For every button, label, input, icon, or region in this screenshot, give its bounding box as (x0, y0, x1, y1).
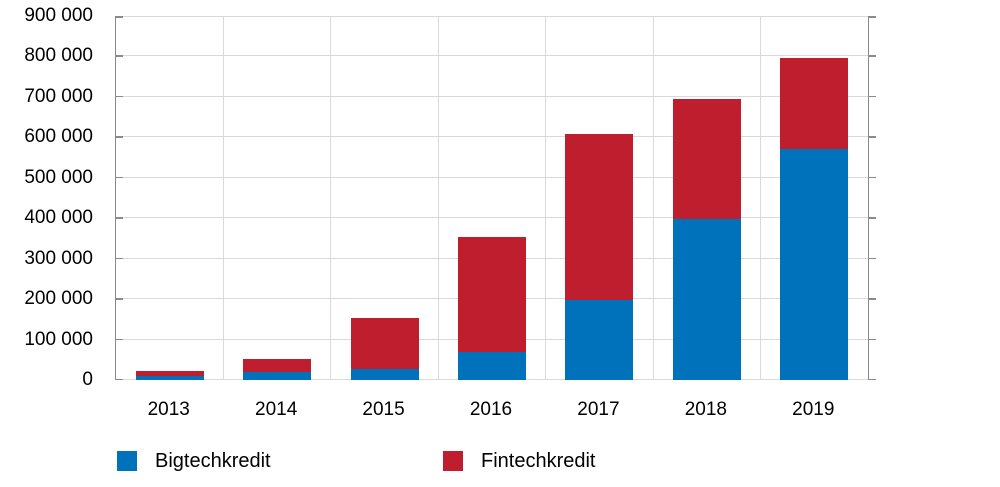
left-tick-800000 (116, 55, 123, 57)
right-tick-200000 (869, 298, 876, 300)
bar-2018-bigtechkredit (672, 219, 741, 380)
bar-2019-fintechkredit (780, 58, 849, 149)
bar-2018-fintechkredit (672, 99, 741, 220)
left-tick-600000 (116, 136, 123, 138)
gridline-500000 (116, 176, 868, 178)
bar-2016-fintechkredit (458, 237, 526, 352)
y-tick-label-500000: 500 000 (24, 166, 93, 188)
x-tick-label-2013: 2013 (147, 399, 190, 420)
y-axis-labels: 0 100 000 200 000 300 000 400 000 500 000 600 … (0, 5, 93, 390)
fintechkredit-swatch (443, 451, 463, 471)
right-tick-300000 (869, 257, 876, 260)
y-tick-label-100000: 100 000 (24, 328, 93, 350)
y-tick-label-400000: 400 000 (24, 207, 93, 229)
y-tick-label-0: 0 (82, 369, 93, 390)
right-tick-500000 (869, 176, 876, 179)
x-tick-label-2015: 2015 (362, 399, 405, 420)
gridline-800000 (116, 55, 868, 57)
y-tick-label-200000: 200 000 (24, 288, 93, 310)
bar-2013-bigtechkredit (135, 375, 204, 380)
legend-item-bigtechkredit: Bigtechkredit (117, 444, 271, 478)
y-tick-label-700000: 700 000 (24, 85, 93, 107)
right-tick-600000 (869, 136, 876, 138)
bar-2014-bigtechkredit (243, 372, 312, 380)
y-tick-label-600000: 600 000 (24, 126, 93, 148)
right-tick-700000 (869, 95, 876, 98)
bar-2013-fintechkredit (135, 370, 204, 376)
left-tick-200000 (116, 298, 123, 300)
bigtechkredit-label: Bigtechkredit (155, 449, 271, 472)
bigtechkredit-swatch (117, 451, 137, 471)
gridline-600000 (116, 136, 868, 138)
left-tick-100000 (116, 338, 123, 341)
vertical-gridline-4 (545, 16, 547, 380)
bar-2017-bigtechkredit (565, 300, 634, 380)
fintechkredit-label: Fintechkredit (481, 449, 596, 472)
right-tick-100000 (869, 338, 876, 341)
y-tick-label-900000: 900 000 (24, 5, 93, 26)
y-tick-label-300000: 300 000 (24, 247, 93, 269)
legend-item-fintechkredit: Fintechkredit (443, 444, 596, 478)
x-tick-label-2018: 2018 (684, 399, 727, 420)
plot-area (115, 16, 876, 380)
legend: Bigtechkredit Fintechkredit (0, 444, 1000, 478)
x-tick-label-2019: 2019 (792, 399, 835, 420)
vertical-gridline-6 (760, 16, 762, 380)
x-tick-label-2016: 2016 (469, 399, 513, 420)
right-tick-400000 (869, 217, 876, 219)
bar-2014-fintechkredit (243, 359, 312, 373)
x-tick-label-2014: 2014 (255, 399, 298, 420)
gridline-700000 (116, 95, 868, 97)
bar-2015-bigtechkredit (350, 368, 419, 380)
x-axis-labels: 2013 2014 2015 2016 2017 2018 2019 (115, 396, 867, 424)
vertical-gridline-3 (437, 16, 439, 380)
left-tick-700000 (116, 95, 123, 98)
left-tick-300000 (116, 257, 123, 260)
gridline-400000 (116, 217, 868, 219)
left-tick-400000 (116, 217, 123, 219)
left-tick-900000 (116, 16, 123, 18)
bar-2016-bigtechkredit (458, 351, 526, 380)
right-tick-800000 (869, 55, 876, 57)
vertical-gridline-2 (330, 16, 332, 380)
vertical-gridline-1 (222, 16, 224, 380)
vertical-gridline-5 (652, 16, 654, 380)
bar-2019-bigtechkredit (780, 148, 849, 380)
bar-2017-fintechkredit (565, 134, 634, 301)
right-tick-0 (869, 378, 876, 380)
y-tick-label-800000: 800 000 (24, 45, 93, 67)
left-tick-500000 (116, 176, 123, 179)
gridline-900000 (116, 16, 868, 17)
bar-2015-fintechkredit (350, 317, 419, 369)
x-tick-label-2017: 2017 (577, 399, 620, 420)
right-tick-900000 (869, 16, 876, 18)
left-tick-0 (116, 378, 123, 380)
